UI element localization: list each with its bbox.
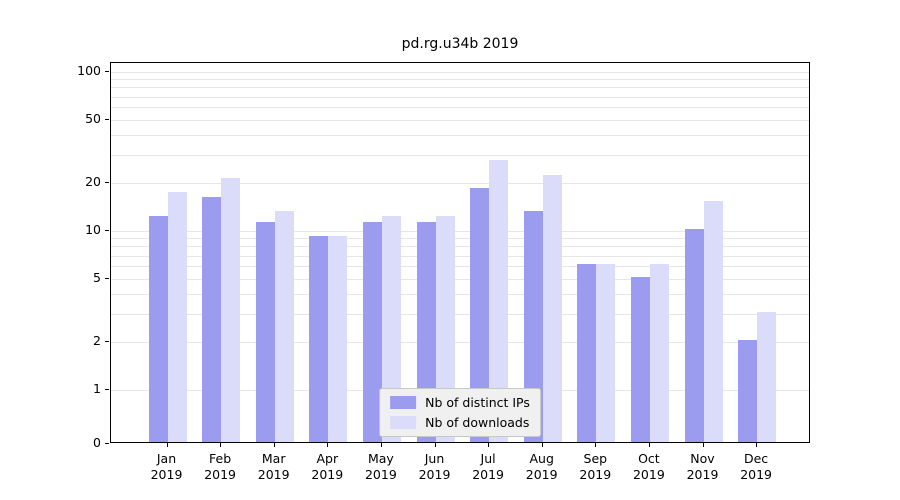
gridline	[111, 135, 809, 136]
x-tick-label: Apr 2019	[311, 451, 344, 482]
gridline	[111, 231, 809, 232]
gridline	[111, 294, 809, 295]
y-tick-label: 1	[93, 381, 101, 396]
y-tick-label: 100	[77, 63, 101, 78]
x-tick-label: Jun 2019	[418, 451, 451, 482]
legend-label-distinct-ips: Nb of distinct IPs	[425, 395, 530, 410]
bar-distinct-ips	[577, 264, 597, 442]
y-tick-label: 5	[93, 270, 101, 285]
bar-distinct-ips	[684, 229, 704, 442]
gridline	[111, 256, 809, 257]
x-tick-label: Nov 2019	[686, 451, 719, 482]
x-axis-tick	[166, 443, 168, 447]
x-tick-label: Dec 2019	[740, 451, 772, 482]
x-tick-label: Oct 2019	[632, 451, 665, 482]
x-axis-tick	[273, 443, 275, 447]
y-axis-tick	[105, 182, 109, 183]
gridline	[111, 279, 809, 280]
y-tick-label: 50	[85, 111, 101, 126]
bar-downloads	[381, 216, 401, 442]
x-tick-label: Feb 2019	[204, 451, 236, 482]
x-tick-label: Jan 2019	[150, 451, 183, 482]
x-tick-label: Mar 2019	[257, 451, 290, 482]
bar-distinct-ips	[630, 277, 650, 442]
x-axis-tick	[648, 443, 650, 447]
x-axis-tick	[702, 443, 704, 447]
gridline	[111, 314, 809, 315]
x-tick-label: Sep 2019	[579, 451, 612, 482]
x-axis-tick	[595, 443, 597, 447]
x-tick-label: Jul 2019	[472, 451, 504, 482]
legend-swatch-downloads	[390, 416, 417, 429]
bar-downloads	[649, 264, 669, 442]
y-tick-label: 2	[93, 333, 101, 348]
bar-distinct-ips	[523, 211, 543, 442]
y-tick-label: 20	[85, 174, 101, 189]
legend-label-downloads: Nb of downloads	[425, 415, 530, 430]
bar-downloads	[167, 192, 187, 442]
bar-downloads	[703, 201, 723, 442]
gridline	[111, 183, 809, 184]
bar-distinct-ips	[470, 188, 490, 442]
bar-distinct-ips	[148, 216, 168, 442]
y-axis-tick	[105, 230, 109, 231]
bar-downloads	[489, 160, 509, 442]
legend-entry-downloads: Nb of downloads	[390, 415, 530, 430]
x-axis-tick	[434, 443, 436, 447]
bar-downloads	[328, 236, 348, 442]
y-axis-tick	[105, 341, 109, 342]
gridline	[111, 238, 809, 239]
y-tick-label: 10	[85, 222, 101, 237]
bar-distinct-ips	[202, 197, 222, 442]
bar-downloads	[274, 211, 294, 442]
x-axis-tick	[541, 443, 543, 447]
gridline	[111, 342, 809, 343]
gridline	[111, 107, 809, 108]
y-axis-tick	[105, 278, 109, 279]
gridline	[111, 155, 809, 156]
bar-distinct-ips	[416, 222, 436, 442]
gridline	[111, 266, 809, 267]
bar-downloads	[542, 175, 562, 442]
y-axis-tick	[105, 389, 109, 390]
chart-title: pd.rg.u34b 2019	[401, 36, 519, 52]
bar-distinct-ips	[738, 340, 758, 442]
gridline	[111, 87, 809, 88]
bar-distinct-ips	[309, 236, 329, 442]
y-axis-tick	[105, 119, 109, 120]
legend: Nb of distinct IPs Nb of downloads	[379, 388, 541, 437]
x-axis-tick	[327, 443, 329, 447]
gridline	[111, 120, 809, 121]
bar-distinct-ips	[255, 222, 275, 442]
x-axis-tick	[220, 443, 222, 447]
plot-area: Nb of distinct IPs Nb of downloads	[110, 62, 810, 443]
legend-entry-distinct-ips: Nb of distinct IPs	[390, 395, 530, 410]
gridline	[111, 246, 809, 247]
x-axis-tick	[488, 443, 490, 447]
bar-distinct-ips	[362, 222, 382, 442]
y-axis-tick	[105, 71, 109, 72]
bar-downloads	[757, 312, 777, 442]
gridline	[111, 72, 809, 73]
gridline	[111, 97, 809, 98]
gridline	[111, 79, 809, 80]
y-tick-label: 0	[93, 435, 101, 450]
x-axis-tick	[380, 443, 382, 447]
x-tick-label: May 2019	[364, 451, 397, 482]
bar-downloads	[221, 178, 241, 442]
bar-downloads	[596, 264, 616, 442]
x-tick-label: Aug 2019	[525, 451, 558, 482]
y-axis-tick	[105, 443, 109, 444]
x-axis-tick	[756, 443, 758, 447]
legend-swatch-distinct-ips	[390, 396, 417, 409]
bar-downloads	[435, 216, 455, 442]
